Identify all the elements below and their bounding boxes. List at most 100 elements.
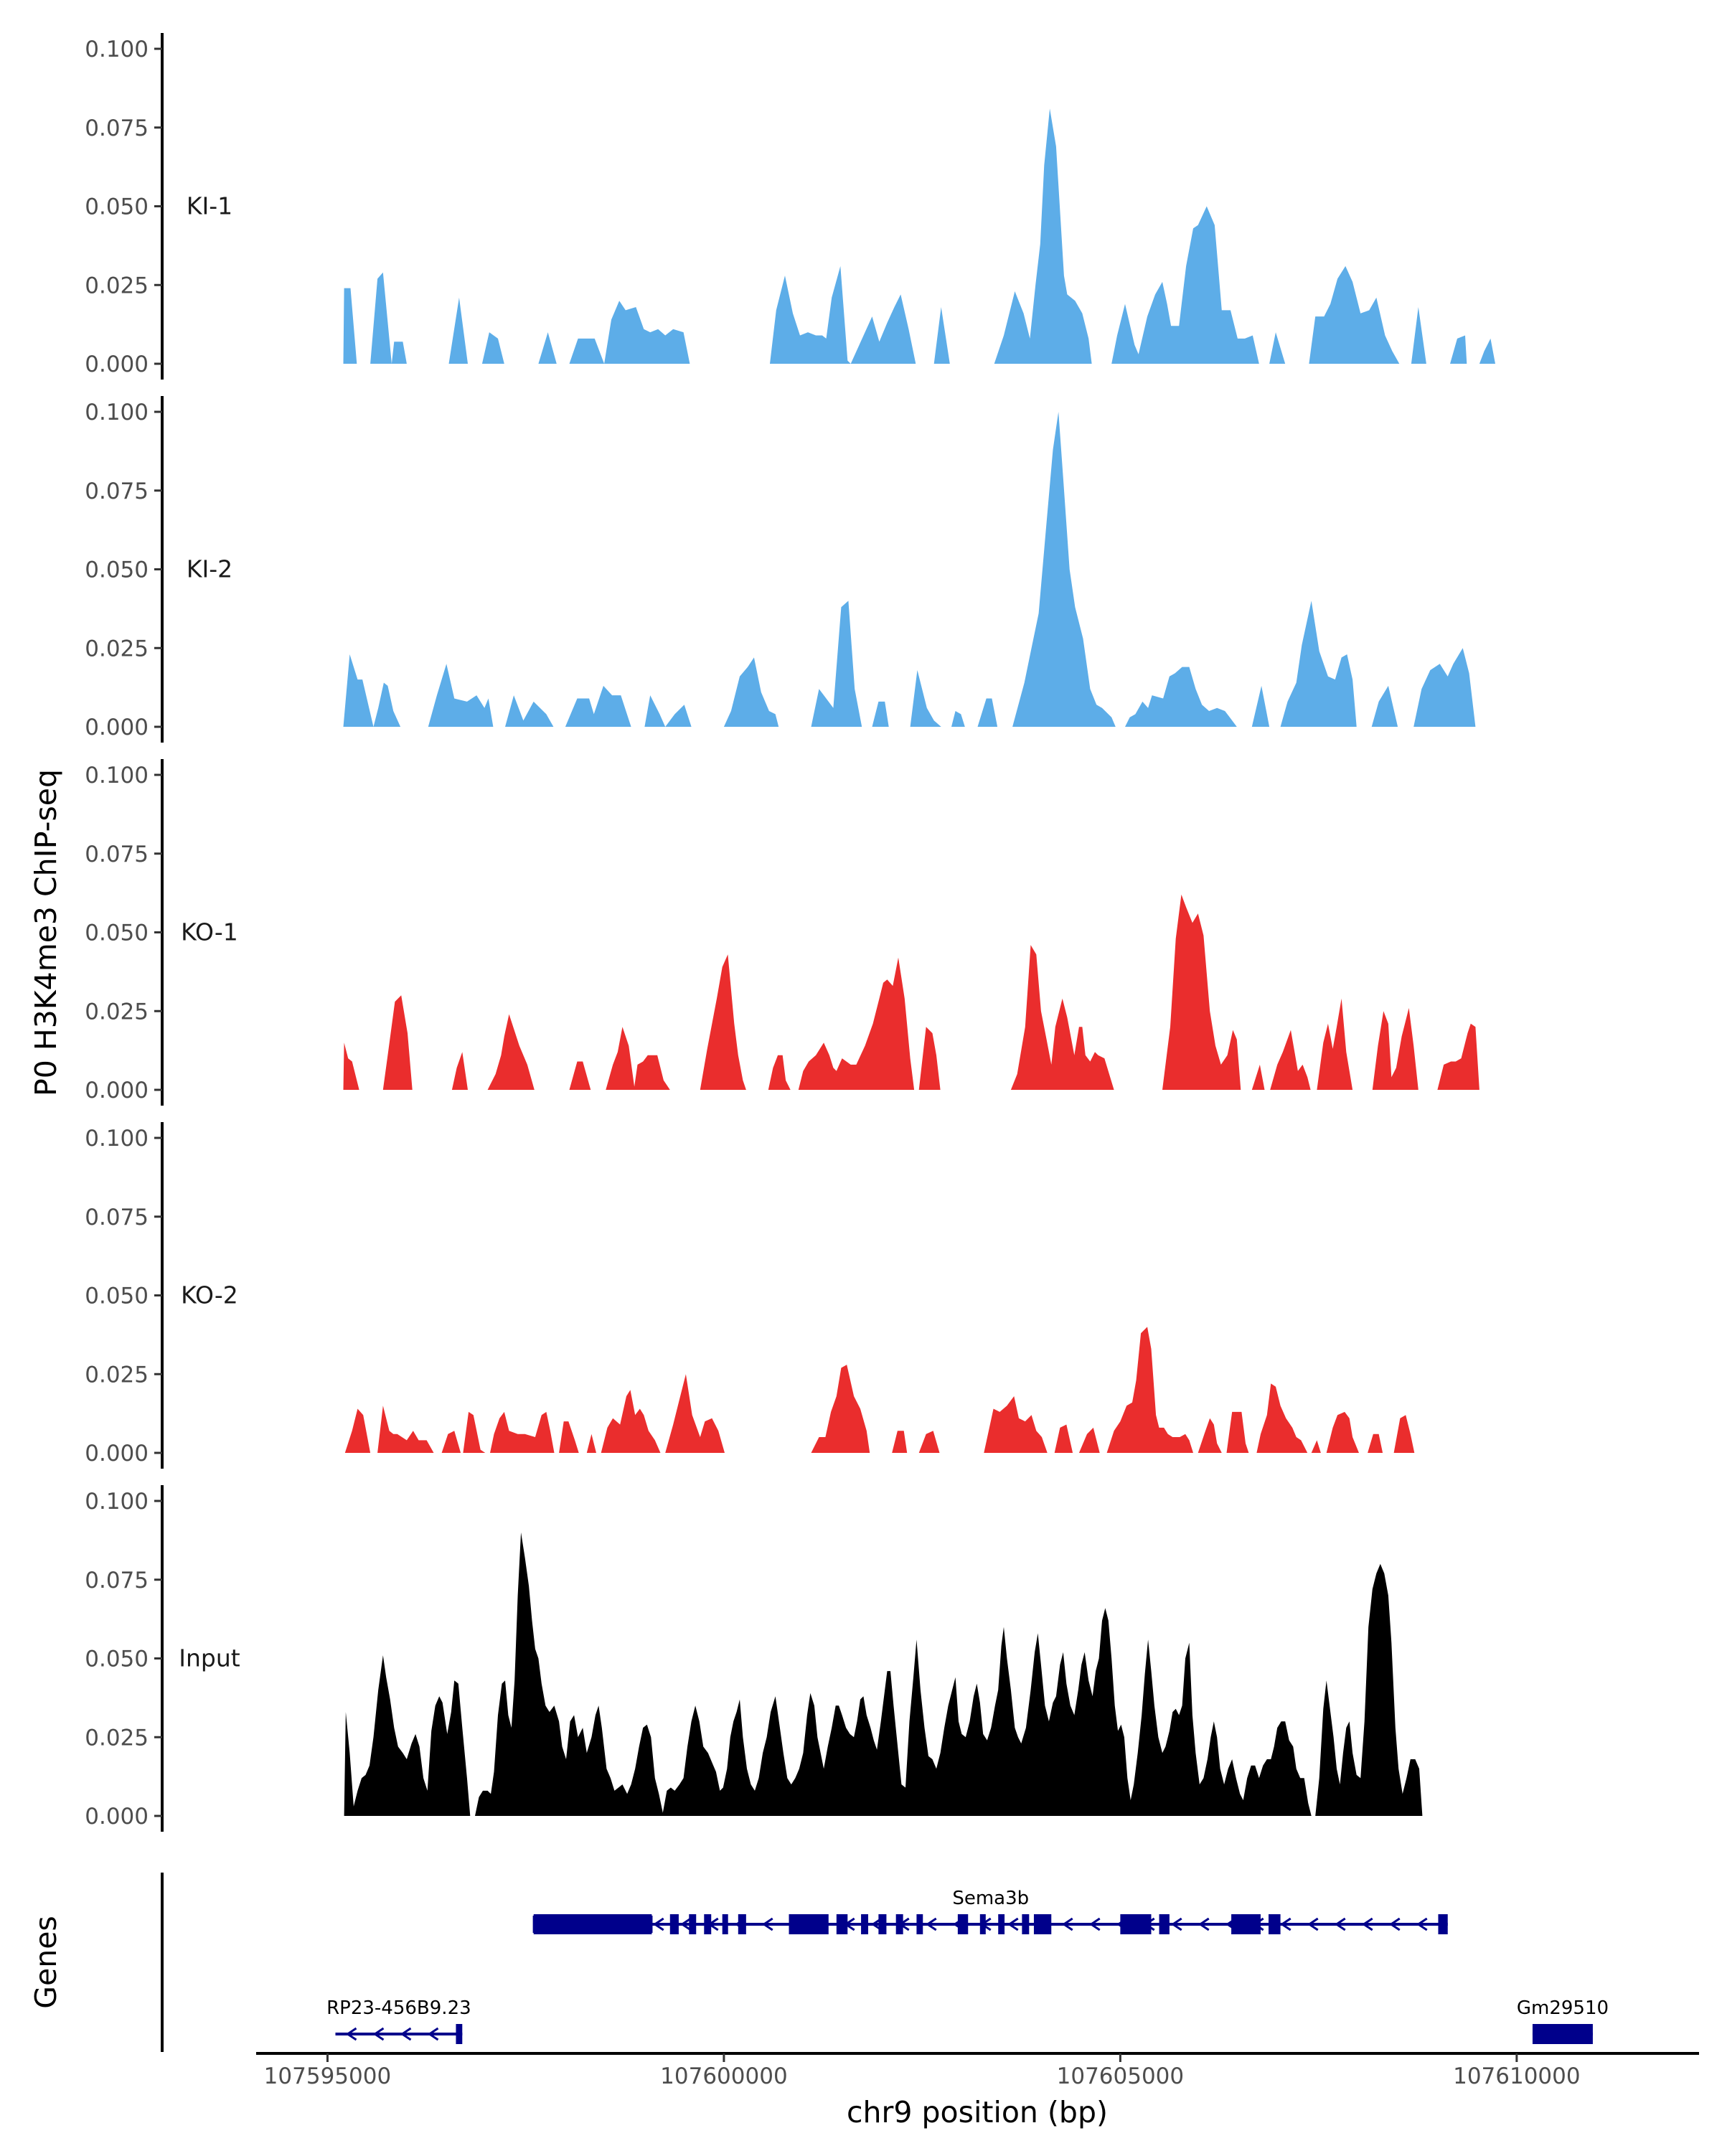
strand-arrow	[345, 2027, 357, 2041]
coverage-area	[344, 1327, 1415, 1453]
gene-label: RP23-456B9.23	[326, 1997, 471, 2019]
coverage-area	[344, 1532, 1423, 1816]
y-tick-label: 0.050	[85, 557, 149, 583]
gene-exon	[895, 1914, 903, 1934]
strand-arrow	[1171, 1917, 1182, 1931]
gene-exon	[1269, 1914, 1281, 1934]
gene-exon	[456, 2024, 463, 2044]
y-tick-label: 0.100	[85, 37, 149, 62]
strand-arrow	[1362, 1917, 1373, 1931]
gene-exon	[533, 1914, 652, 1934]
gene-exon	[1231, 1914, 1261, 1934]
strand-arrow	[680, 1917, 692, 1931]
y-tick-label: 0.000	[85, 1441, 149, 1467]
y-tick-label: 0.025	[85, 636, 149, 662]
x-axis: 107595000 107600000 107605000 107610000	[256, 2052, 1699, 2089]
y-tick-label: 0.000	[85, 715, 149, 740]
track-label: KO-2	[181, 1281, 238, 1309]
y-tick-label: 0.100	[85, 1126, 149, 1152]
y-tick-label: 0.100	[85, 763, 149, 789]
strand-arrow	[1307, 1917, 1319, 1931]
genes-group: Sema3b RP23-456B9.23 Gm29510	[161, 1873, 1609, 2052]
track-ko-1: 0.000 0.025 0.050 0.075 0.100 KO-1	[85, 759, 1479, 1106]
track-label: KO-1	[181, 918, 238, 946]
gene-exon	[878, 1914, 887, 1934]
track-input: 0.000 0.025 0.050 0.075 0.100 Input	[85, 1485, 1423, 1832]
y-tick-label: 0.025	[85, 273, 149, 298]
gene-exon	[1438, 1914, 1448, 1934]
track-label: KI-1	[187, 192, 232, 220]
track-label: KI-2	[187, 555, 232, 583]
y-tick-label: 0.025	[85, 1362, 149, 1388]
strand-arrow	[1007, 1917, 1019, 1931]
x-tick-label: 107610000	[1453, 2063, 1581, 2089]
gene-exon	[1120, 1914, 1152, 1934]
tracks-group: 0.0000.0250.0500.0750.100KI-10.0000.0250…	[85, 33, 1495, 1832]
y-tick-label: 0.075	[85, 116, 149, 141]
x-tick-label: 107600000	[660, 2063, 788, 2089]
x-tick-label: 107595000	[264, 2063, 392, 2089]
coverage-area	[343, 894, 1479, 1090]
y-tick-label: 0.100	[85, 400, 149, 425]
gene-exon	[669, 1914, 679, 1934]
y-tick-label: 0.100	[85, 1489, 149, 1515]
strand-arrow	[653, 1917, 664, 1931]
y-tick-label: 0.000	[85, 352, 149, 377]
y-tick-label: 0.075	[85, 842, 149, 867]
gene-exon	[861, 1914, 869, 1934]
y-tick-label: 0.050	[85, 921, 149, 946]
strand-arrow	[1198, 1917, 1210, 1931]
strand-arrow	[372, 2027, 385, 2041]
y-tick-label: 0.050	[85, 1647, 149, 1672]
y-tick-label: 0.000	[85, 1804, 149, 1830]
gene-exon	[789, 1914, 829, 1934]
track-label: Input	[179, 1644, 240, 1672]
gene-exon	[689, 1914, 697, 1934]
y-tick-label: 0.050	[85, 1284, 149, 1309]
y-axis-title: P0 H3K4me3 ChIP-seq	[29, 769, 63, 1096]
track-ki-1: 0.000 0.025 0.050 0.075 0.100 KI-1	[85, 33, 1495, 380]
track-ko-2: 0.000 0.025 0.050 0.075 0.100 KO-2	[85, 1122, 1415, 1469]
gene-exon	[1532, 2024, 1593, 2044]
y-tick-label: 0.050	[85, 194, 149, 220]
gene-exon	[1159, 1914, 1170, 1934]
strand-arrow	[427, 2027, 439, 2041]
strand-arrow	[400, 2027, 412, 2041]
y-tick-label: 0.025	[85, 1725, 149, 1751]
gene-rp23-456b9.23: RP23-456B9.23	[326, 1997, 471, 2044]
gene-exon	[836, 1914, 848, 1934]
strand-arrow	[1062, 1917, 1073, 1931]
strand-arrow	[926, 1917, 937, 1931]
strand-arrow	[1280, 1917, 1292, 1931]
genes-axis-title: Genes	[29, 1916, 63, 2009]
gene-exon	[704, 1914, 712, 1934]
strand-arrow	[1089, 1917, 1101, 1931]
gene-exon	[998, 1914, 1005, 1934]
gene-exon	[957, 1914, 969, 1934]
y-tick-label: 0.025	[85, 999, 149, 1025]
gene-exon	[916, 1914, 923, 1934]
gene-sema3b: Sema3b	[532, 1888, 1448, 1934]
coverage-area	[343, 412, 1476, 727]
gene-label: Gm29510	[1517, 1997, 1609, 2019]
gene-exon	[979, 1914, 986, 1934]
y-tick-label: 0.075	[85, 1205, 149, 1230]
gene-exon	[1033, 1914, 1052, 1934]
x-tick-label: 107605000	[1057, 2063, 1185, 2089]
y-tick-label: 0.075	[85, 479, 149, 504]
gene-exon	[722, 1914, 728, 1934]
coverage-area	[343, 108, 1495, 364]
gene-gm29510: Gm29510	[1517, 1997, 1609, 2044]
strand-arrow	[1416, 1917, 1428, 1931]
y-tick-label: 0.075	[85, 1568, 149, 1594]
track-ki-2: 0.000 0.025 0.050 0.075 0.100 KI-2	[85, 396, 1476, 743]
gene-label: Sema3b	[952, 1888, 1029, 1909]
y-tick-label: 0.000	[85, 1078, 149, 1103]
gene-exon	[738, 1914, 746, 1934]
strand-arrow	[762, 1917, 773, 1931]
x-axis-title: chr9 position (bp)	[847, 2095, 1108, 2129]
gene-exon	[1022, 1914, 1030, 1934]
strand-arrow	[1335, 1917, 1346, 1931]
